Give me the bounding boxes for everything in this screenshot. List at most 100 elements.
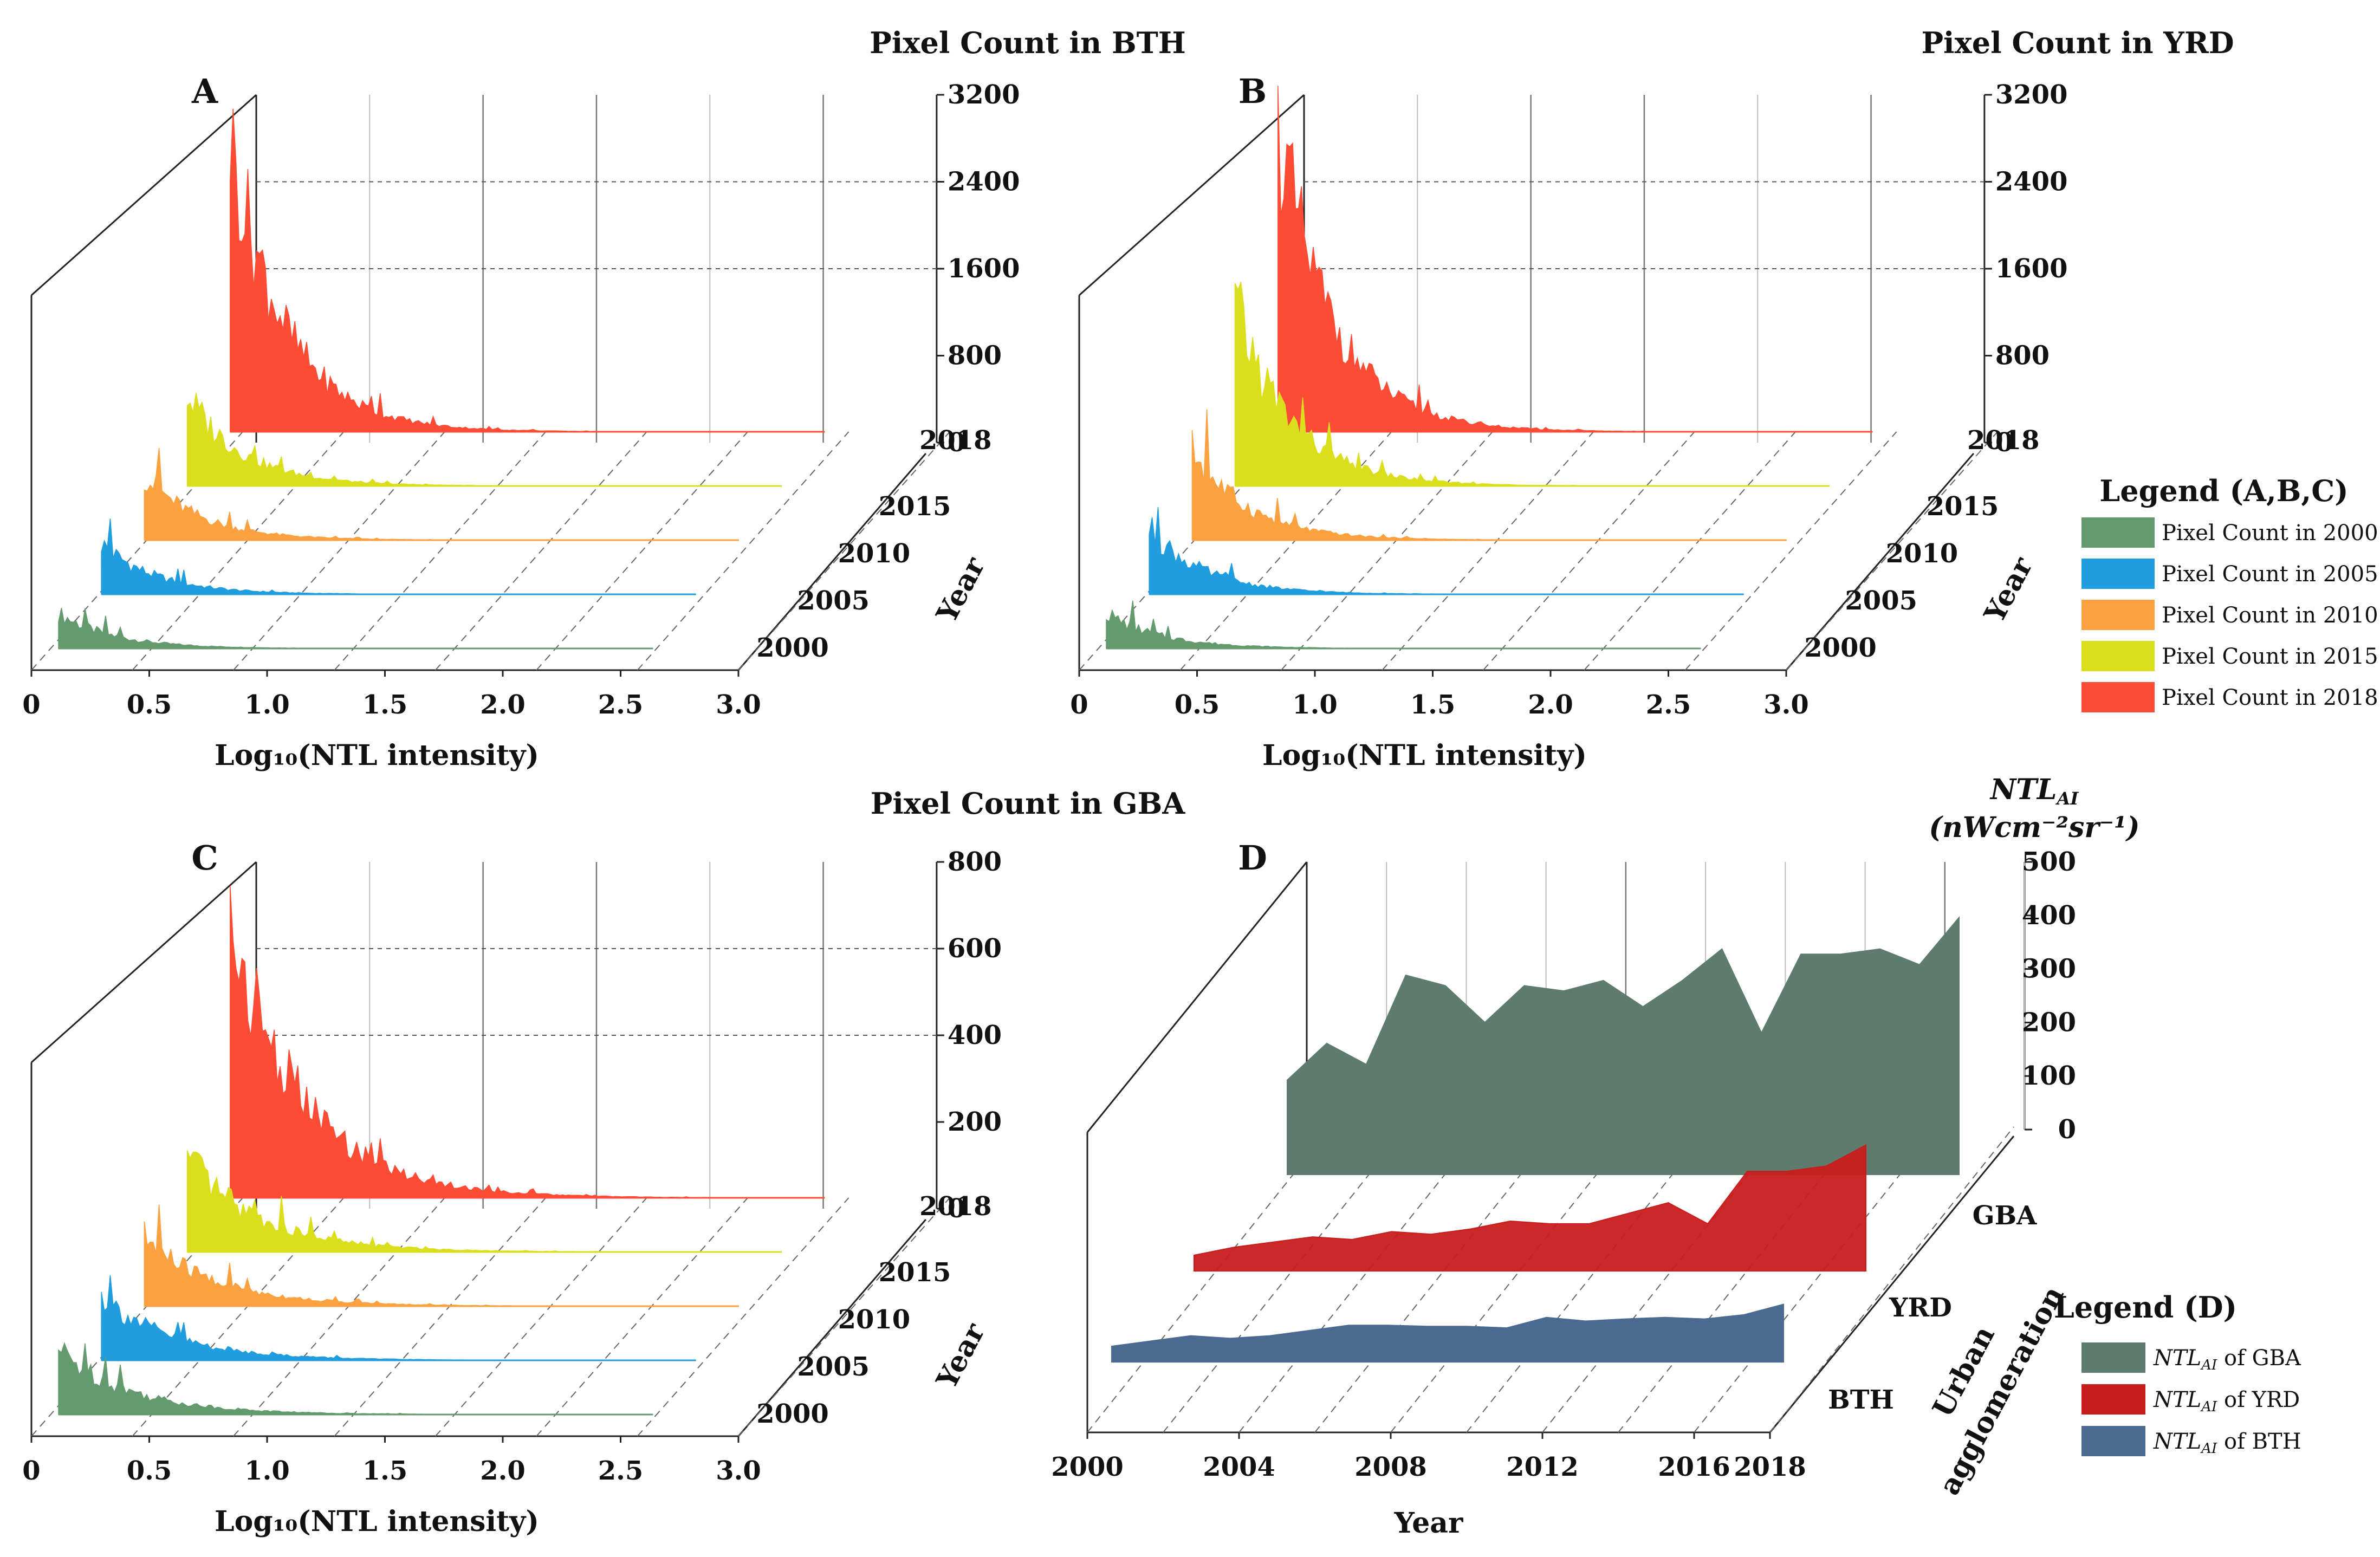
panel-title: Pixel Count in GBA (871, 786, 1186, 821)
floor-diagonal (1314, 1126, 1559, 1433)
floor-diagonal (637, 1197, 849, 1437)
left-wall-top-edge (31, 861, 257, 1063)
floor-diagonal (637, 431, 849, 671)
panel-D: 0 100 200 300 400 500 2000 2004 2008 2012 2016 2018… (1051, 773, 2139, 1540)
legend-label: Pixel Count in 2018 (2162, 685, 2378, 710)
legend-label-main: NTL (2153, 1387, 2201, 1412)
z-tick-label: 300 (2022, 954, 2076, 984)
panel-title: Pixel Count in YRD (1921, 25, 2234, 60)
z-tick-label: 3200 (1995, 80, 2068, 110)
z-tick-label: 200 (2022, 1007, 2076, 1037)
floor-diagonal (1694, 1126, 1938, 1433)
z-axis-title-sub: AI (2055, 788, 2079, 809)
legend-label: NTLAI of BTH (2153, 1429, 2301, 1457)
floor-diagonal (334, 431, 547, 671)
x-tick-label: 2.5 (1646, 690, 1691, 720)
legend-swatch (2081, 517, 2155, 548)
z-tick-label: 800 (1995, 341, 2050, 371)
series-area-2000 (1106, 600, 1701, 649)
legend-label: Pixel Count in 2010 (2162, 603, 2378, 628)
year-tick-label: 2015 (879, 1257, 951, 1288)
x-axis-label: Log₁₀(NTL intensity) (215, 739, 539, 772)
floor-diagonal (738, 431, 950, 671)
z-tick-label: 500 (2022, 847, 2076, 877)
x-tick-label: 2004 (1203, 1452, 1275, 1482)
z-tick-label: 3200 (948, 80, 1020, 110)
year-tick-label: 2018 (919, 425, 992, 456)
legend-swatch (2081, 641, 2155, 671)
legend-title: Legend (D) (2054, 1290, 2237, 1325)
category-tick-label: GBA (1973, 1201, 2038, 1231)
legend-swatch (2081, 682, 2155, 712)
floor-diagonal (435, 431, 647, 671)
floor-diagonal (233, 431, 445, 671)
floor-diagonal (1482, 431, 1695, 671)
year-tick-label: 2010 (1886, 539, 1959, 569)
floor-right-edge (737, 1219, 927, 1437)
floor-diagonal (435, 1197, 647, 1437)
legend-label: NTLAI of YRD (2153, 1387, 2300, 1415)
legend-abc: Legend (A,B,C) Pixel Count in 2000 Pixel C… (2081, 473, 2378, 712)
year-tick-label: 2005 (797, 586, 870, 616)
legend-label: NTLAI of GBA (2153, 1346, 2301, 1373)
category-tick-label: BTH (1828, 1385, 1894, 1415)
legend-label-sub: AI (2200, 1441, 2217, 1457)
x-tick-label: 0.5 (1175, 690, 1220, 720)
x-tick-label: 0 (1070, 690, 1088, 720)
z-tick-label: 400 (948, 1020, 1002, 1050)
series-area-2018 (230, 886, 825, 1198)
x-tick-label: 2.0 (1528, 690, 1573, 720)
panel-letter: D (1238, 838, 1267, 878)
z-tick-label: 600 (948, 933, 1002, 964)
x-tick-label: 2.5 (598, 1456, 644, 1486)
legend-label-main: NTL (2153, 1346, 2201, 1371)
panel-B: 0 800 1600 2400 3200 0 0.5 1.0 1.5 2.0 2.5 3.0 Log₁₀… (1070, 25, 2234, 772)
year-tick-label: 2010 (838, 539, 911, 569)
year-tick-label: 2005 (1845, 586, 1917, 616)
x-tick-label: 2012 (1506, 1452, 1579, 1482)
z-tick-label: 400 (2022, 900, 2076, 931)
x-tick-label: 0 (22, 1456, 40, 1486)
z-tick-label: 800 (948, 847, 1002, 877)
x-tick-label: 0.5 (127, 690, 172, 720)
floor-diagonal (1390, 1126, 1635, 1433)
z-tick-label: 0 (948, 1193, 965, 1224)
year-tick-label: 2018 (919, 1191, 992, 1222)
series-area-gba (1287, 916, 1960, 1175)
floor-diagonal (738, 1197, 950, 1437)
floor-diagonal (132, 431, 345, 671)
x-tick-label: 1.5 (1410, 690, 1456, 720)
year-tick-label: 2018 (1967, 425, 2040, 456)
legend-label-rest: of BTH (2217, 1429, 2301, 1454)
left-wall-top-edge (1079, 94, 1305, 296)
x-tick-label: 3.0 (716, 690, 761, 720)
floor-diagonal (233, 1197, 445, 1437)
legend-label: Pixel Count in 2015 (2162, 644, 2378, 669)
floor-diagonal (1684, 431, 1897, 671)
z-tick-label: 1600 (1995, 254, 2068, 284)
year-tick-label: 2015 (879, 491, 951, 522)
year-tick-label: 2000 (1804, 633, 1877, 663)
z-tick-label: 800 (948, 341, 1002, 371)
x-axis-label: Log₁₀(NTL intensity) (1262, 739, 1587, 772)
floor-diagonal (1382, 431, 1594, 671)
legend-label: Pixel Count in 2005 (2162, 562, 2378, 587)
x-axis-label: Year (1394, 1507, 1463, 1540)
z-tick-label: 200 (948, 1107, 1002, 1137)
floor-diagonal (536, 1197, 748, 1437)
legend-label-rest: of YRD (2217, 1387, 2300, 1412)
year-axis-label: Year (930, 1318, 991, 1394)
x-axis-label: Log₁₀(NTL intensity) (215, 1505, 539, 1538)
floor-right-edge (737, 453, 927, 671)
z-axis-title: NTLAI (1989, 773, 2079, 809)
year-axis-label: Year (1977, 552, 2039, 628)
x-tick-label: 0 (22, 690, 40, 720)
floor-diagonal (1163, 1126, 1408, 1433)
year-axis-label: Year (930, 552, 991, 628)
year-tick-label: 2000 (756, 633, 829, 663)
x-tick-label: 1.0 (1292, 690, 1338, 720)
floor-diagonal (1087, 1126, 1332, 1433)
series-area-2018 (1277, 86, 1873, 432)
floor-diagonal (1769, 1126, 2014, 1433)
